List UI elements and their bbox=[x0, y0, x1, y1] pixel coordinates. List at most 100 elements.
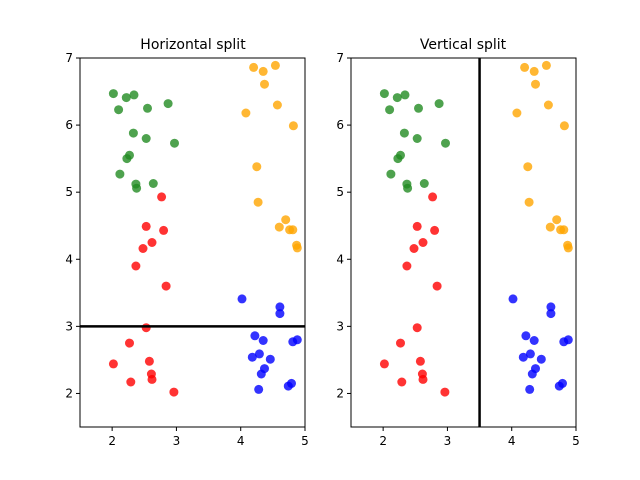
red-point bbox=[126, 378, 135, 387]
red-point bbox=[109, 359, 118, 368]
horizontal-split-chart: Horizontal split 2 3 4 5 2 3 4 5 6 7 bbox=[65, 37, 308, 448]
blue-point bbox=[530, 336, 539, 345]
red-point bbox=[139, 244, 148, 253]
plot-area bbox=[80, 58, 305, 427]
green-point bbox=[403, 184, 412, 193]
blue-point bbox=[564, 335, 573, 344]
x-tick-label: 4 bbox=[237, 434, 245, 448]
orange-point bbox=[281, 215, 290, 224]
blue-point bbox=[257, 370, 266, 379]
blue-point bbox=[555, 382, 564, 391]
red-point bbox=[413, 323, 422, 332]
green-point bbox=[132, 184, 141, 193]
blue-point bbox=[250, 331, 259, 340]
y-tick-label: 7 bbox=[336, 51, 344, 65]
orange-point bbox=[523, 162, 532, 171]
chart-title: Vertical split bbox=[420, 37, 507, 53]
orange-point bbox=[241, 109, 250, 118]
green-point bbox=[401, 90, 410, 99]
red-point bbox=[125, 339, 134, 348]
red-point bbox=[397, 378, 406, 387]
orange-point bbox=[259, 67, 268, 76]
orange-point bbox=[260, 80, 269, 89]
green-point bbox=[393, 154, 402, 163]
red-point bbox=[433, 282, 442, 291]
y-tick-label: 2 bbox=[65, 386, 73, 400]
blue-point bbox=[537, 355, 546, 364]
blue-point bbox=[254, 385, 263, 394]
orange-point bbox=[559, 225, 568, 234]
red-point bbox=[428, 192, 437, 201]
red-point bbox=[430, 226, 439, 235]
green-point bbox=[420, 179, 429, 188]
blue-point bbox=[259, 336, 268, 345]
orange-point bbox=[249, 63, 258, 72]
orange-point bbox=[531, 80, 540, 89]
orange-point bbox=[275, 223, 284, 232]
red-point bbox=[410, 244, 419, 253]
red-point bbox=[157, 192, 166, 201]
green-point bbox=[385, 105, 394, 114]
y-tick-label: 3 bbox=[336, 319, 344, 333]
green-point bbox=[170, 139, 179, 148]
y-tick-label: 7 bbox=[65, 51, 73, 65]
green-point bbox=[122, 93, 131, 102]
red-point bbox=[148, 238, 157, 247]
x-tick-label: 2 bbox=[379, 434, 387, 448]
blue-point bbox=[526, 349, 535, 358]
y-tick-label: 4 bbox=[65, 252, 73, 266]
orange-point bbox=[254, 198, 263, 207]
red-point bbox=[145, 357, 154, 366]
green-point bbox=[130, 90, 139, 99]
green-point bbox=[386, 170, 395, 179]
orange-point bbox=[273, 101, 282, 110]
green-point bbox=[400, 129, 409, 138]
red-point bbox=[162, 282, 171, 291]
red-point bbox=[131, 262, 140, 271]
green-point bbox=[435, 99, 444, 108]
blue-point bbox=[525, 385, 534, 394]
blue-point bbox=[528, 370, 537, 379]
red-point bbox=[142, 323, 151, 332]
blue-point bbox=[521, 331, 530, 340]
blue-point bbox=[293, 335, 302, 344]
blue-point bbox=[284, 382, 293, 391]
y-tick-label: 4 bbox=[336, 252, 344, 266]
orange-point bbox=[546, 223, 555, 232]
plot-area bbox=[351, 58, 576, 427]
blue-point bbox=[275, 309, 284, 318]
y-tick-label: 3 bbox=[65, 319, 73, 333]
green-point bbox=[380, 89, 389, 98]
green-point bbox=[142, 134, 151, 143]
red-point bbox=[419, 375, 428, 384]
orange-point bbox=[564, 243, 573, 252]
x-tick-label: 3 bbox=[444, 434, 452, 448]
red-point bbox=[396, 339, 405, 348]
orange-point bbox=[542, 61, 551, 70]
orange-point bbox=[271, 61, 280, 70]
green-point bbox=[109, 89, 118, 98]
orange-point bbox=[560, 121, 569, 130]
y-tick-label: 6 bbox=[65, 118, 73, 132]
blue-point bbox=[238, 294, 247, 303]
orange-point bbox=[552, 215, 561, 224]
orange-point bbox=[520, 63, 529, 72]
green-point bbox=[122, 154, 131, 163]
orange-point bbox=[289, 121, 298, 130]
y-tick-label: 6 bbox=[336, 118, 344, 132]
orange-point bbox=[512, 109, 521, 118]
y-tick-label: 5 bbox=[65, 185, 73, 199]
green-point bbox=[149, 179, 158, 188]
y-tick-label: 5 bbox=[336, 185, 344, 199]
red-point bbox=[169, 388, 178, 397]
green-point bbox=[413, 134, 422, 143]
green-point bbox=[143, 104, 152, 113]
green-point bbox=[393, 93, 402, 102]
red-point bbox=[416, 357, 425, 366]
green-point bbox=[441, 139, 450, 148]
blue-point bbox=[266, 355, 275, 364]
red-point bbox=[142, 222, 151, 231]
green-point bbox=[129, 129, 138, 138]
orange-point bbox=[525, 198, 534, 207]
